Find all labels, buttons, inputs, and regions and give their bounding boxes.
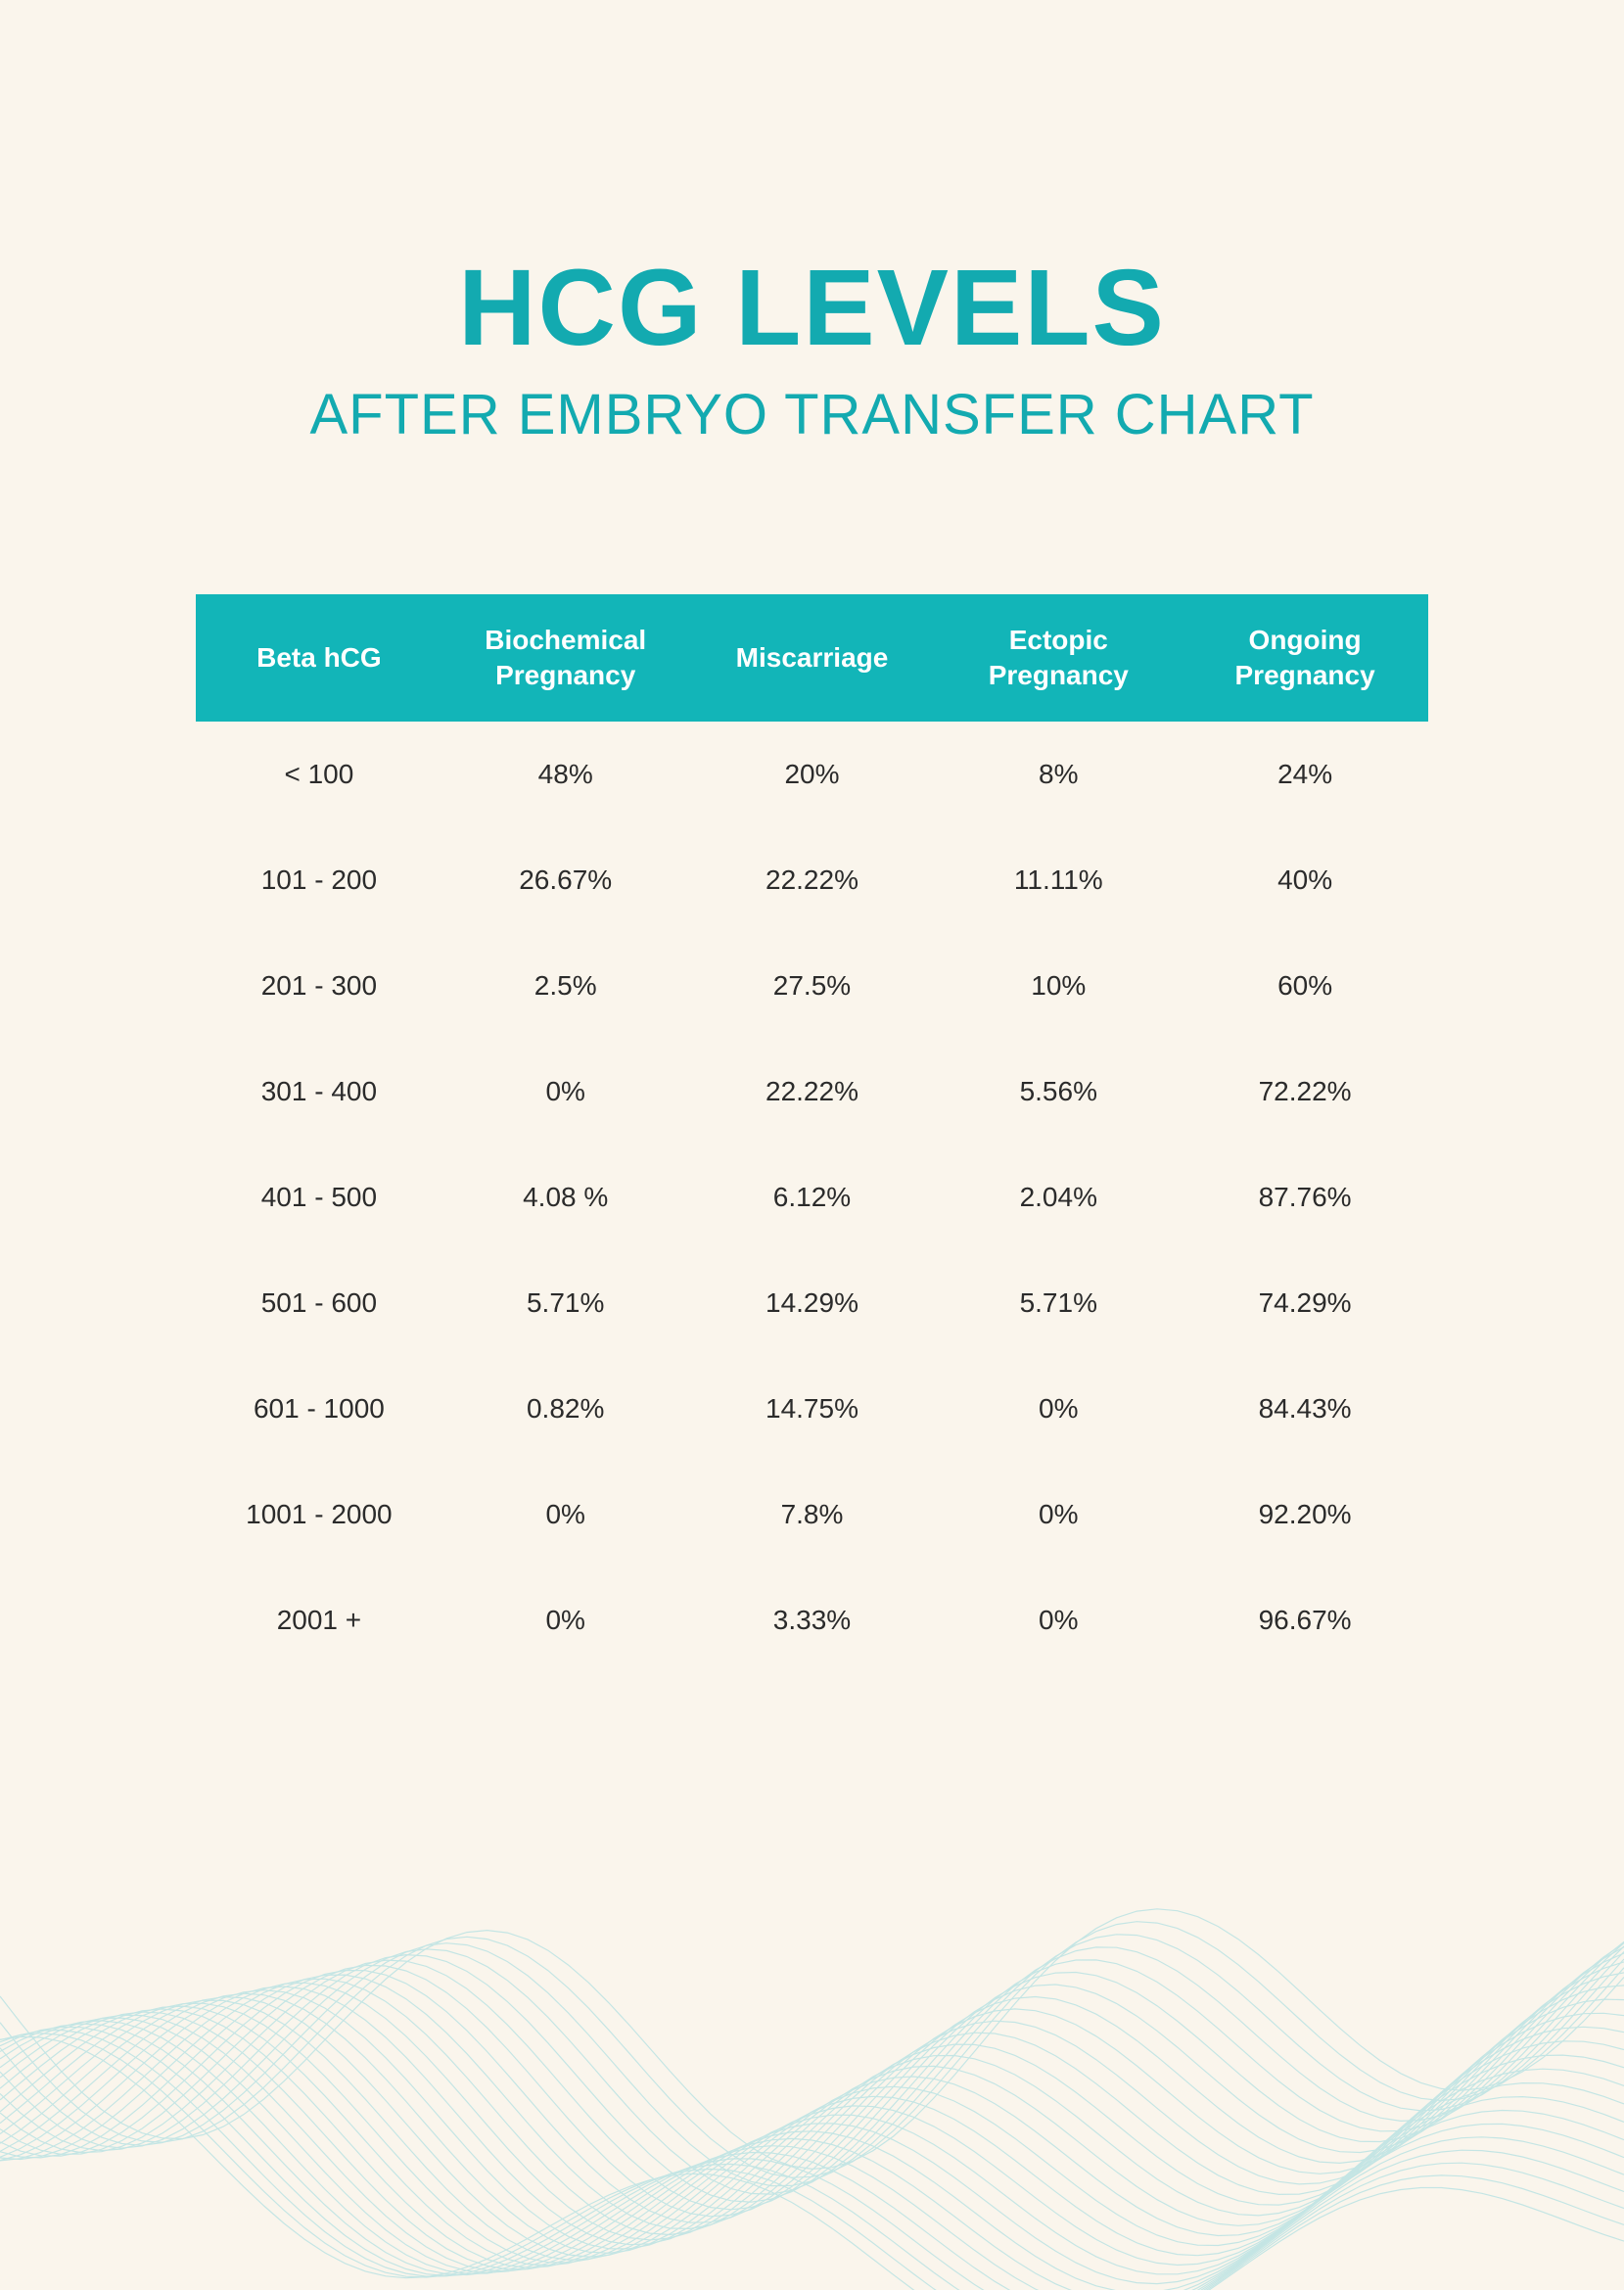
table-cell: < 100 (196, 759, 442, 790)
table-cell: 401 - 500 (196, 1182, 442, 1213)
table-cell: 601 - 1000 (196, 1393, 442, 1425)
table-cell: 11.11% (935, 865, 1182, 896)
table-cell: 22.22% (689, 865, 936, 896)
table-cell: 60% (1182, 970, 1428, 1002)
table-body: < 10048%20%8%24%101 - 20026.67%22.22%11.… (196, 722, 1428, 1673)
table-row: 601 - 10000.82%14.75%0%84.43% (196, 1356, 1428, 1462)
table-cell: 0% (442, 1605, 689, 1636)
table-cell: 74.29% (1182, 1287, 1428, 1319)
table-row: 401 - 5004.08 %6.12%2.04%87.76% (196, 1145, 1428, 1250)
table-cell: 2.04% (935, 1182, 1182, 1213)
table-cell: 101 - 200 (196, 865, 442, 896)
col-header-ongoing: Ongoing Pregnancy (1182, 623, 1428, 694)
table-cell: 72.22% (1182, 1076, 1428, 1107)
table-cell: 96.67% (1182, 1605, 1428, 1636)
hcg-table: Beta hCG Biochemical Pregnancy Miscarria… (196, 594, 1428, 1673)
table-cell: 3.33% (689, 1605, 936, 1636)
table-cell: 22.22% (689, 1076, 936, 1107)
page-title: HCG LEVELS (196, 255, 1428, 362)
table-row: 201 - 3002.5%27.5%10%60% (196, 933, 1428, 1039)
wave-decoration (0, 1703, 1624, 2290)
table-cell: 501 - 600 (196, 1287, 442, 1319)
table-cell: 24% (1182, 759, 1428, 790)
table-cell: 5.56% (935, 1076, 1182, 1107)
table-cell: 84.43% (1182, 1393, 1428, 1425)
table-cell: 301 - 400 (196, 1076, 442, 1107)
table-cell: 8% (935, 759, 1182, 790)
col-header-biochemical: Biochemical Pregnancy (442, 623, 689, 694)
table-row: 1001 - 20000%7.8%0%92.20% (196, 1462, 1428, 1567)
table-cell: 7.8% (689, 1499, 936, 1530)
col-header-miscarriage: Miscarriage (689, 640, 936, 676)
table-cell: 14.29% (689, 1287, 936, 1319)
table-cell: 10% (935, 970, 1182, 1002)
page-container: HCG LEVELS AFTER EMBRYO TRANSFER CHART B… (0, 0, 1624, 1673)
table-row: 101 - 20026.67%22.22%11.11%40% (196, 827, 1428, 933)
table-cell: 201 - 300 (196, 970, 442, 1002)
table-cell: 4.08 % (442, 1182, 689, 1213)
table-cell: 2001 + (196, 1605, 442, 1636)
table-cell: 48% (442, 759, 689, 790)
table-cell: 5.71% (442, 1287, 689, 1319)
table-cell: 20% (689, 759, 936, 790)
page-subtitle: AFTER EMBRYO TRANSFER CHART (196, 382, 1428, 447)
col-header-ectopic: Ectopic Pregnancy (935, 623, 1182, 694)
table-cell: 2.5% (442, 970, 689, 1002)
col-header-beta: Beta hCG (196, 640, 442, 676)
table-cell: 0% (442, 1499, 689, 1530)
table-cell: 14.75% (689, 1393, 936, 1425)
table-cell: 0.82% (442, 1393, 689, 1425)
table-row: 501 - 6005.71%14.29%5.71%74.29% (196, 1250, 1428, 1356)
table-cell: 5.71% (935, 1287, 1182, 1319)
table-cell: 40% (1182, 865, 1428, 896)
table-cell: 26.67% (442, 865, 689, 896)
table-cell: 92.20% (1182, 1499, 1428, 1530)
table-row: < 10048%20%8%24% (196, 722, 1428, 827)
table-cell: 0% (935, 1605, 1182, 1636)
table-cell: 0% (442, 1076, 689, 1107)
table-cell: 1001 - 2000 (196, 1499, 442, 1530)
table-cell: 27.5% (689, 970, 936, 1002)
table-row: 301 - 4000%22.22%5.56%72.22% (196, 1039, 1428, 1145)
table-cell: 6.12% (689, 1182, 936, 1213)
table-row: 2001 +0%3.33%0%96.67% (196, 1567, 1428, 1673)
table-cell: 0% (935, 1499, 1182, 1530)
table-cell: 0% (935, 1393, 1182, 1425)
table-cell: 87.76% (1182, 1182, 1428, 1213)
table-header-row: Beta hCG Biochemical Pregnancy Miscarria… (196, 594, 1428, 722)
